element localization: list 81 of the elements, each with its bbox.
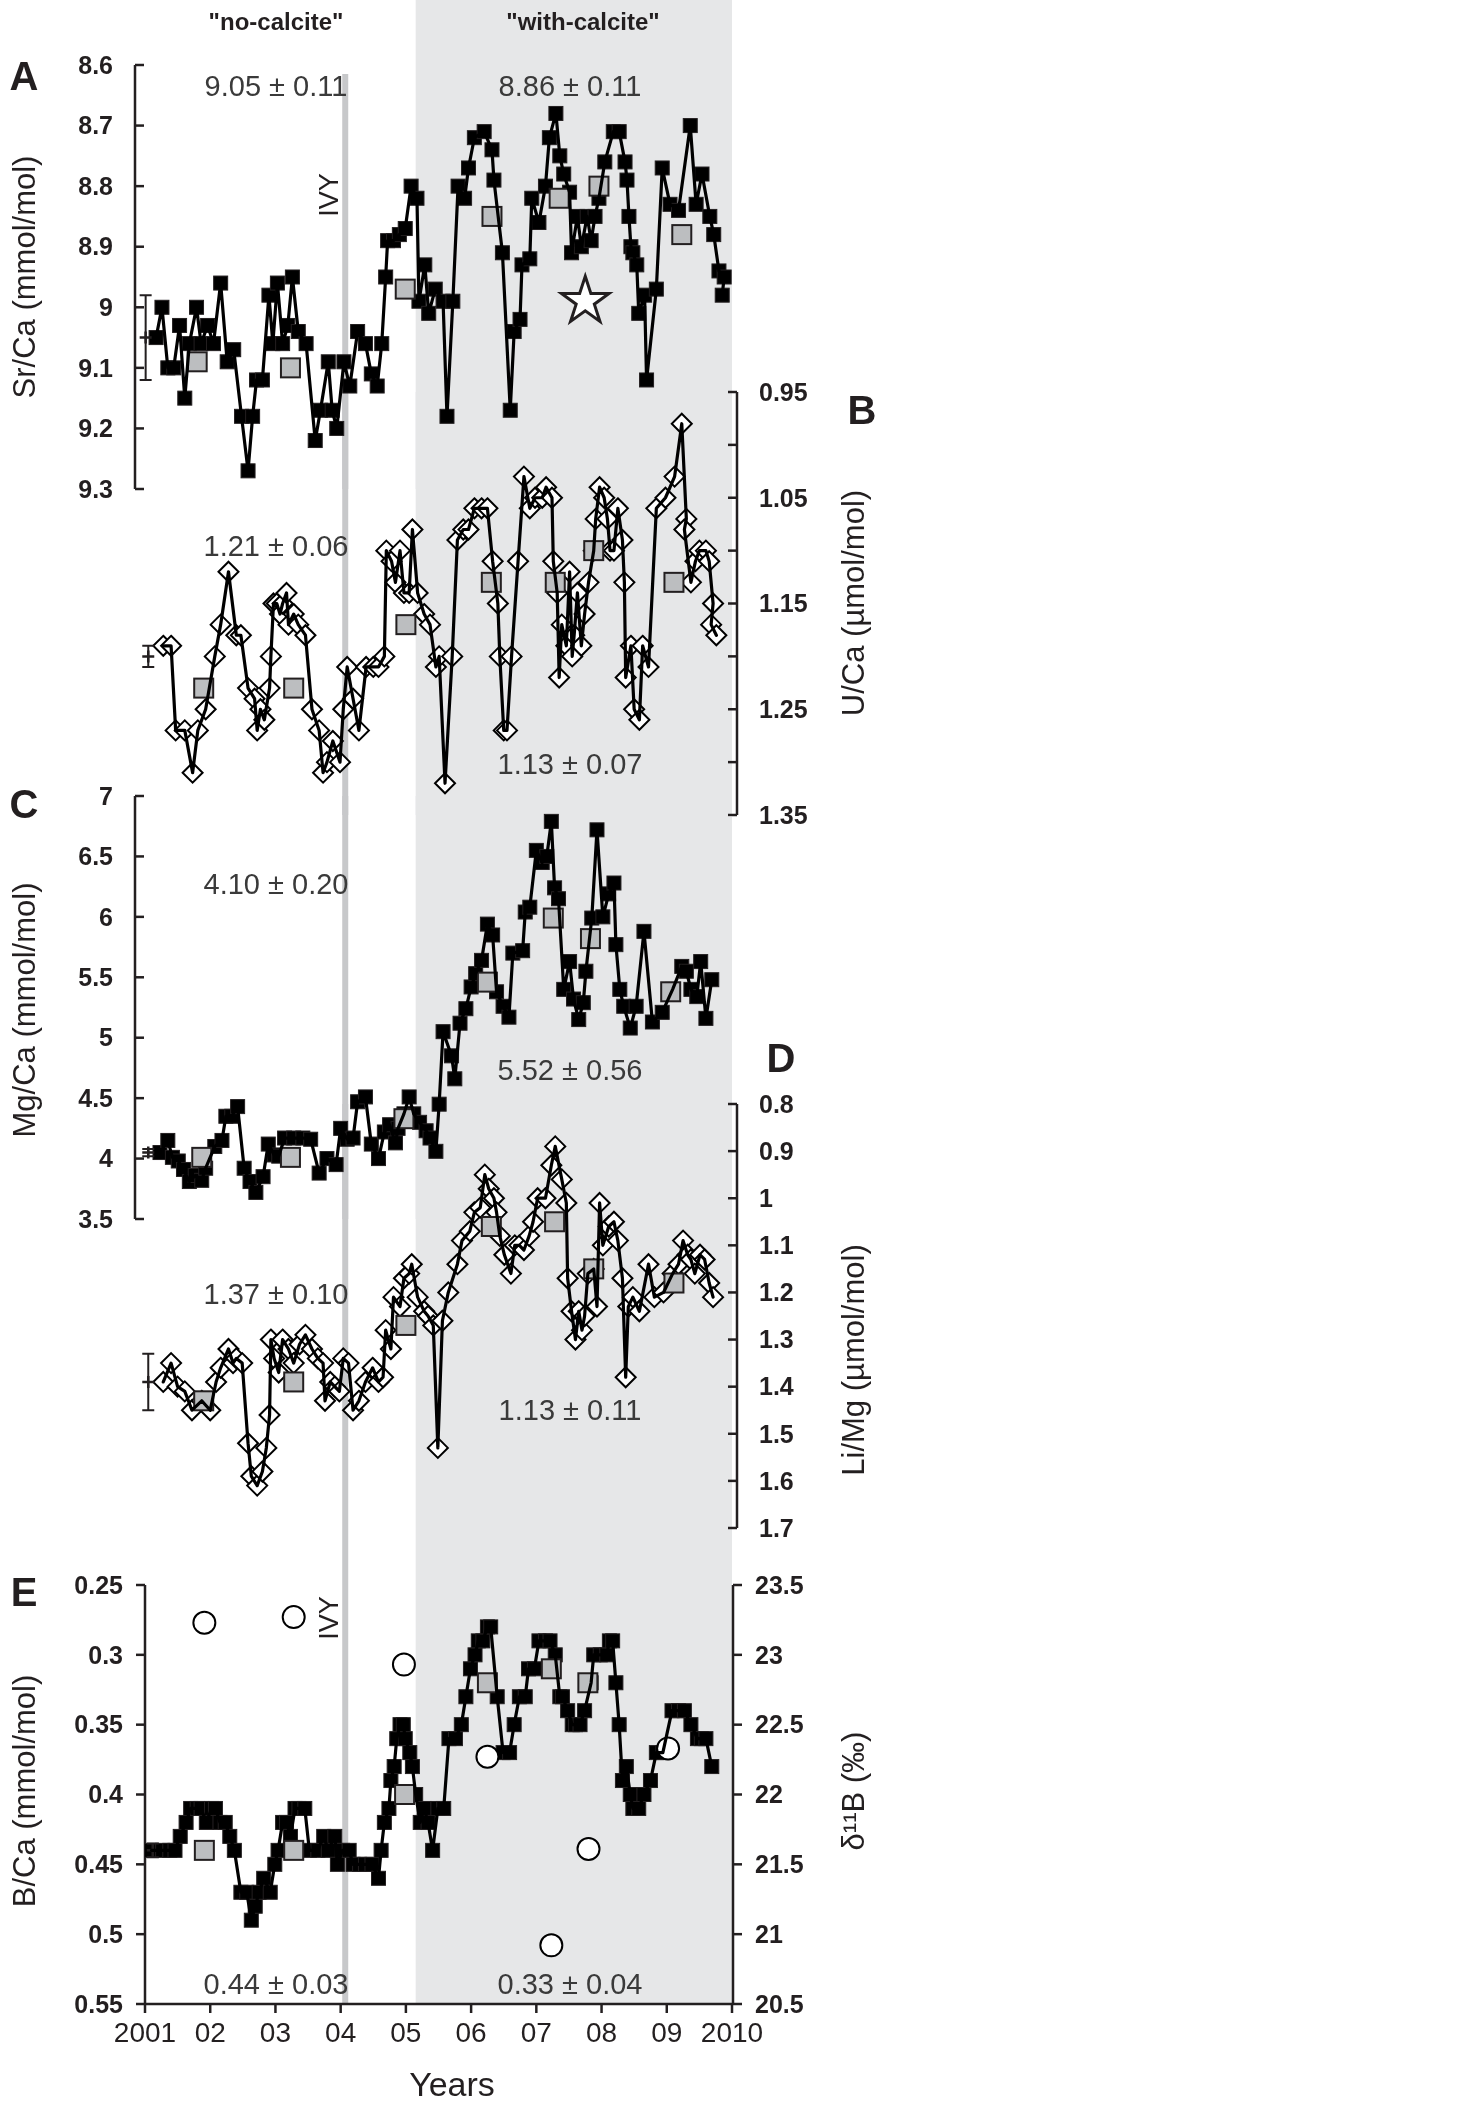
y-tick-label: 3.5 xyxy=(78,1204,114,1233)
x-axis-title: Years xyxy=(409,2065,495,2103)
y-tick-label: 8.9 xyxy=(78,232,113,261)
y2-tick-label: 1.6 xyxy=(759,1466,794,1495)
y-tick-label: 9 xyxy=(99,293,113,322)
y-tick-label: 7 xyxy=(99,781,113,810)
annotation: 5.52 ± 0.56 xyxy=(497,1054,643,1086)
y2-tick-label: 20.5 xyxy=(755,1989,804,2018)
y2-tick-label: 1.35 xyxy=(759,800,808,829)
y-tick-label: 0.4 xyxy=(88,1780,124,1809)
y-tick-label: 9.2 xyxy=(78,414,113,443)
x-tick-label: 2010 xyxy=(700,2017,764,2048)
x-tick-label: 08 xyxy=(585,2017,618,2048)
y2-tick-label: 1 xyxy=(759,1183,773,1212)
text: C xyxy=(9,782,39,826)
y-tick-label: 5.5 xyxy=(78,963,114,992)
x-tick-label: 09 xyxy=(651,2017,683,2048)
ref-line-label: IVY xyxy=(314,1596,345,1640)
y-tick-label: 6.5 xyxy=(78,842,114,871)
y2-tick-label: 1.7 xyxy=(759,1513,794,1542)
annotation: 1.13 ± 0.11 xyxy=(498,1394,642,1426)
annotation: 9.05 ± 0.11 xyxy=(204,70,348,102)
y2-axis-title: δ¹¹B (‰) xyxy=(835,1731,871,1851)
y2-tick-label: 1.05 xyxy=(759,483,808,512)
y-tick-label: 4 xyxy=(99,1144,114,1173)
annotation: 8.86 ± 0.11 xyxy=(498,70,642,102)
y2-axis-title: U/Ca (µmol/mol) xyxy=(835,489,871,717)
y2-tick-label: 23 xyxy=(755,1640,783,1669)
ref-line-label: IVY xyxy=(314,173,345,217)
y2-tick-label: 22.5 xyxy=(755,1710,804,1739)
y-axis-title: Sr/Ca (mmol/mol) xyxy=(6,155,42,399)
y-axis-title: Mg/Ca (mmol/mol) xyxy=(6,882,42,1138)
y2-tick-label: 1.15 xyxy=(759,589,808,618)
text: E xyxy=(10,1570,38,1614)
y2-tick-label: 0.9 xyxy=(759,1136,794,1165)
y-tick-label: 6 xyxy=(99,902,113,931)
annotation: 0.33 ± 0.04 xyxy=(497,1968,643,2000)
y-tick-label: 4.5 xyxy=(78,1083,114,1112)
x-tick-label: 06 xyxy=(455,2017,487,2048)
x-tick-label: 02 xyxy=(194,2017,226,2048)
y-tick-label: 8.6 xyxy=(78,50,113,79)
y2-tick-label: 1.1 xyxy=(759,1231,794,1260)
y2-axis-title: Li/Mg (µmol/mol) xyxy=(835,1244,871,1476)
y2-tick-label: 1.2 xyxy=(759,1278,794,1307)
x-tick-label: 04 xyxy=(325,2017,357,2048)
y-tick-label: 0.25 xyxy=(74,1570,124,1599)
annotation: 0.44 ± 0.03 xyxy=(203,1968,349,2000)
text: "no-calcite" xyxy=(208,8,344,35)
annotation: 4.10 ± 0.20 xyxy=(203,868,349,900)
y-tick-label: 0.35 xyxy=(74,1710,124,1739)
y2-tick-label: 23.5 xyxy=(755,1570,804,1599)
x-tick-label: 03 xyxy=(259,2017,292,2048)
y-tick-label: 9.1 xyxy=(78,353,114,382)
y2-tick-label: 1.3 xyxy=(759,1325,794,1354)
y2-tick-label: 0.8 xyxy=(759,1089,794,1118)
y-tick-label: 9.3 xyxy=(78,474,113,503)
x-tick-label: 2001 xyxy=(113,2017,177,2048)
y-tick-label: 0.3 xyxy=(88,1640,123,1669)
annotation: 1.21 ± 0.06 xyxy=(203,530,349,562)
y2-tick-label: 1.5 xyxy=(759,1419,794,1448)
y2-tick-label: 1.4 xyxy=(759,1372,794,1401)
y-tick-label: 8.7 xyxy=(78,111,113,140)
y-tick-label: 5 xyxy=(99,1023,114,1052)
text: "with-calcite" xyxy=(506,8,660,35)
y-axis-title: B/Ca (mmol/mol) xyxy=(6,1674,42,1908)
y2-tick-label: 1.25 xyxy=(759,695,808,723)
y-tick-label: 0.45 xyxy=(74,1850,124,1879)
y-tick-label: 8.8 xyxy=(78,171,114,200)
text: A xyxy=(9,54,39,98)
x-tick-label: 07 xyxy=(520,2017,552,2048)
x-tick-label: 05 xyxy=(390,2017,422,2048)
y-tick-label: 0.55 xyxy=(74,1989,124,2018)
y2-tick-label: 0.95 xyxy=(759,377,808,406)
text: D xyxy=(766,1036,796,1080)
annotation: 1.13 ± 0.07 xyxy=(497,748,643,780)
y2-tick-label: 21 xyxy=(755,1919,783,1948)
annotation: 1.37 ± 0.10 xyxy=(203,1278,349,1310)
y-tick-label: 0.5 xyxy=(88,1919,124,1948)
y2-tick-label: 21.5 xyxy=(755,1850,804,1879)
text: B xyxy=(847,388,877,432)
y2-tick-label: 22 xyxy=(755,1780,783,1809)
